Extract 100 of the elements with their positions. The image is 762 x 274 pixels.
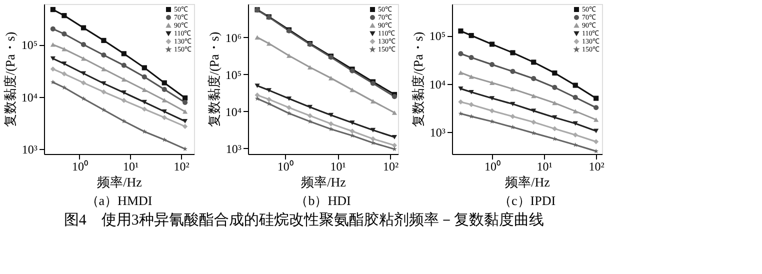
point <box>162 109 167 114</box>
point <box>531 94 536 98</box>
point <box>62 46 67 52</box>
point <box>350 88 355 92</box>
y-axis-title: 复数黏度/(Pa・s) <box>2 32 18 128</box>
point <box>142 88 147 92</box>
point <box>266 41 272 46</box>
point <box>142 74 147 80</box>
point <box>370 99 376 104</box>
point <box>370 128 376 132</box>
point <box>531 120 536 125</box>
point <box>572 82 578 88</box>
y-tick-label: 10⁵ <box>429 29 446 44</box>
point <box>594 128 599 134</box>
point <box>489 96 495 100</box>
point <box>307 65 313 70</box>
point <box>370 136 376 142</box>
point <box>182 119 188 124</box>
point <box>572 121 578 126</box>
point <box>62 62 67 66</box>
point <box>594 139 599 144</box>
y-tick-label: 10³ <box>226 142 242 156</box>
point <box>286 105 292 110</box>
point <box>489 80 495 85</box>
y-tick-label: 10⁶ <box>225 30 242 45</box>
y-axis-title: 复数黏度/(Pa・s) <box>410 32 426 128</box>
point <box>162 98 167 102</box>
point <box>62 71 67 76</box>
point <box>80 80 86 86</box>
y-tick-label: 10⁴ <box>225 104 242 119</box>
point <box>531 60 536 65</box>
point <box>510 86 516 92</box>
point <box>328 121 334 126</box>
x-tick-label: 10² <box>174 160 190 174</box>
y-tick-label: 10³ <box>430 126 446 140</box>
x-tick-label: 10² <box>588 160 605 174</box>
point <box>101 107 106 112</box>
point <box>510 50 516 56</box>
text: （c）IPDI <box>498 193 556 208</box>
point <box>142 65 147 70</box>
point <box>572 132 578 138</box>
point <box>489 108 495 114</box>
point <box>510 102 516 106</box>
point <box>307 113 313 118</box>
point <box>510 68 516 74</box>
point <box>142 106 147 112</box>
text: （b）HDI <box>295 193 351 208</box>
point <box>531 108 536 114</box>
point <box>468 102 474 108</box>
x-tick-label: 10⁰ <box>72 160 88 174</box>
point <box>101 81 106 86</box>
point <box>468 90 474 94</box>
x-axis-title: 频率/Hz <box>97 174 142 190</box>
x-tick-label: 10¹ <box>536 160 553 174</box>
point <box>101 66 106 72</box>
point <box>392 142 398 148</box>
point <box>510 114 516 120</box>
point <box>182 124 188 129</box>
point <box>266 88 272 93</box>
x-axis-title: 频率/Hz <box>505 174 550 190</box>
point <box>468 74 474 79</box>
x-tick-label: 10⁰ <box>484 160 501 174</box>
point <box>62 31 67 36</box>
point <box>62 13 67 18</box>
point <box>142 100 147 104</box>
point <box>468 54 474 60</box>
point <box>307 104 313 110</box>
x-axis-title: 频率/Hz <box>301 174 346 190</box>
point <box>350 128 355 134</box>
y-tick-label: 10⁴ <box>21 90 38 104</box>
y-tick-label: 10³ <box>22 142 38 156</box>
point <box>101 52 106 58</box>
y-axis-title: 复数黏度/(Pa・s) <box>206 32 222 128</box>
point <box>182 109 188 114</box>
point <box>328 76 334 80</box>
point <box>594 96 599 101</box>
point <box>552 70 558 76</box>
point <box>392 94 398 100</box>
point <box>531 76 536 82</box>
point <box>162 114 167 120</box>
x-tick-label: 10² <box>382 160 399 174</box>
point <box>286 96 292 101</box>
point <box>286 53 292 58</box>
x-tick-label: 10¹ <box>330 160 346 174</box>
point <box>121 98 126 104</box>
point <box>489 42 495 47</box>
point <box>468 32 474 38</box>
y-tick-label: 10⁵ <box>225 68 242 82</box>
point <box>328 112 334 118</box>
point <box>80 56 86 61</box>
point <box>101 89 106 94</box>
point <box>101 38 106 44</box>
point <box>392 134 398 140</box>
point <box>182 100 188 105</box>
y-tick-label: 10⁵ <box>21 38 38 52</box>
point <box>80 42 86 48</box>
point <box>266 96 272 102</box>
point <box>552 126 558 132</box>
point <box>80 71 86 76</box>
point <box>121 77 126 82</box>
